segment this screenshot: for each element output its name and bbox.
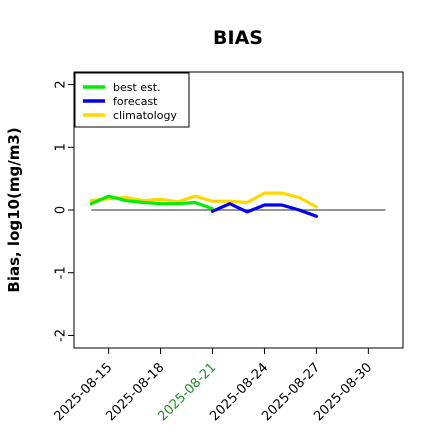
y-axis-label: Bias, log10(mg/m3) (5, 127, 23, 292)
y-tick-label: 0 (54, 206, 69, 214)
y-tick-label: 1 (54, 143, 69, 151)
legend-label: best est. (113, 81, 161, 94)
y-tick-label: -2 (54, 329, 69, 342)
y-tick-label: -1 (54, 266, 69, 279)
legend-label: forecast (113, 95, 158, 108)
legend-label: climatology (113, 109, 177, 122)
series-line-best-est (89, 194, 215, 211)
chart-title: BIAS (213, 27, 263, 49)
series-line-climatology (89, 191, 318, 209)
series-line-forecast (210, 202, 318, 218)
y-tick-label: 2 (54, 80, 69, 88)
axes: -2-10122025-08-152025-08-182025-08-21202… (51, 80, 375, 424)
series-layer (89, 191, 318, 218)
